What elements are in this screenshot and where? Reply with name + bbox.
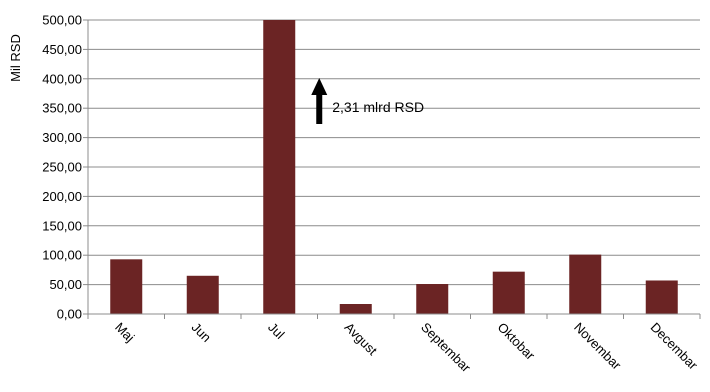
x-tick-label: Jul [265,320,287,342]
y-tick-label: 300,00 [42,130,82,145]
bars [110,20,678,314]
bar-novembar [569,254,602,314]
y-tick-label: 50,00 [49,277,82,292]
x-tick-label: Maj [112,320,137,345]
y-tick-label: 0,00 [57,307,82,322]
bar-decembar [645,280,678,314]
y-tick-label: 350,00 [42,101,82,116]
x-tick-label: Decembar [648,320,701,373]
bar-jul [263,20,296,314]
gridlines [83,19,700,315]
x-tick-label: Novembar [571,320,624,373]
y-axis-title: Mil RSD [8,34,23,82]
annotation-label: 2,31 mlrd RSD [332,99,424,115]
y-tick-label: 200,00 [42,189,82,204]
bar-oktobar [492,271,525,314]
axes [87,20,701,319]
x-tick-label: Avgust [342,320,381,359]
x-tick-labels: Maj Jun Jul Avgust Septembar Oktobar Novembar D… [112,320,701,376]
y-tick-label: 500,00 [42,13,82,28]
y-tick-label: 250,00 [42,160,82,175]
bar-jun [186,275,219,314]
bar-avgust [339,304,372,314]
bar-maj [110,259,143,314]
y-tick-label: 400,00 [42,71,82,86]
x-tick-label: Septembar [418,320,474,376]
up-arrow-icon [311,78,328,124]
y-tick-label: 150,00 [42,218,82,233]
x-tick-label: Oktobar [495,320,539,364]
bar-septembar [416,284,449,314]
annotation: 2,31 mlrd RSD [311,78,424,124]
y-tick-label: 450,00 [42,42,82,57]
y-tick-labels: 0,00 50,00 100,00 150,00 200,00 250,00 300,00 3… [42,13,82,322]
y-tick-label: 100,00 [42,248,82,263]
x-tick-label: Jun [189,320,214,345]
